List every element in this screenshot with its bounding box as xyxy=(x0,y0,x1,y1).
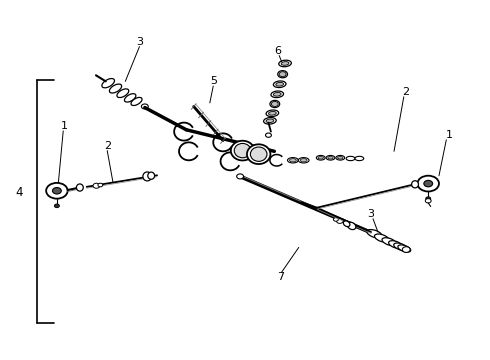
Ellipse shape xyxy=(398,245,411,252)
Circle shape xyxy=(279,72,286,77)
Circle shape xyxy=(424,180,433,187)
Ellipse shape xyxy=(109,84,122,93)
Text: 2: 2 xyxy=(402,87,409,97)
Ellipse shape xyxy=(367,230,382,238)
Text: 1: 1 xyxy=(61,121,68,131)
Circle shape xyxy=(426,197,431,201)
Ellipse shape xyxy=(326,156,335,160)
Ellipse shape xyxy=(269,112,276,115)
Circle shape xyxy=(417,176,439,192)
Ellipse shape xyxy=(143,172,152,181)
Ellipse shape xyxy=(76,184,83,191)
Ellipse shape xyxy=(266,110,279,117)
Circle shape xyxy=(425,199,431,203)
Ellipse shape xyxy=(346,156,355,161)
Text: 3: 3 xyxy=(368,209,374,219)
Circle shape xyxy=(93,183,100,188)
Ellipse shape xyxy=(266,119,274,123)
Ellipse shape xyxy=(281,62,289,65)
Ellipse shape xyxy=(288,158,298,163)
Circle shape xyxy=(266,133,271,137)
Ellipse shape xyxy=(271,91,284,98)
Ellipse shape xyxy=(298,158,309,163)
Text: 5: 5 xyxy=(210,76,217,86)
Circle shape xyxy=(271,102,278,107)
Ellipse shape xyxy=(148,172,155,179)
Ellipse shape xyxy=(412,181,418,188)
Ellipse shape xyxy=(343,221,350,226)
Ellipse shape xyxy=(382,238,396,246)
Ellipse shape xyxy=(131,98,142,105)
Circle shape xyxy=(336,219,343,224)
Ellipse shape xyxy=(270,100,280,108)
Ellipse shape xyxy=(279,60,292,67)
Text: 3: 3 xyxy=(136,37,144,47)
Ellipse shape xyxy=(247,144,270,164)
Ellipse shape xyxy=(234,143,251,158)
Ellipse shape xyxy=(264,118,276,124)
Ellipse shape xyxy=(317,156,325,160)
Ellipse shape xyxy=(318,157,323,159)
Text: 6: 6 xyxy=(275,46,282,56)
Circle shape xyxy=(46,183,68,199)
Ellipse shape xyxy=(124,94,136,102)
Ellipse shape xyxy=(347,222,356,230)
Text: 7: 7 xyxy=(277,272,284,282)
Ellipse shape xyxy=(250,147,267,161)
Ellipse shape xyxy=(300,159,307,162)
Ellipse shape xyxy=(117,89,129,98)
Circle shape xyxy=(142,104,148,109)
Ellipse shape xyxy=(276,82,284,86)
Ellipse shape xyxy=(389,241,402,248)
Circle shape xyxy=(237,174,244,179)
Ellipse shape xyxy=(290,159,296,162)
Text: 1: 1 xyxy=(446,130,453,140)
Ellipse shape xyxy=(355,156,364,161)
Ellipse shape xyxy=(278,71,288,78)
Ellipse shape xyxy=(231,141,254,161)
Circle shape xyxy=(98,183,103,187)
Circle shape xyxy=(52,188,61,194)
Ellipse shape xyxy=(102,78,115,88)
Ellipse shape xyxy=(273,93,281,96)
Text: 4: 4 xyxy=(16,186,23,199)
Text: 2: 2 xyxy=(104,141,111,151)
Circle shape xyxy=(402,247,410,252)
Ellipse shape xyxy=(328,157,333,159)
Ellipse shape xyxy=(336,156,344,160)
Ellipse shape xyxy=(394,243,407,251)
Ellipse shape xyxy=(374,234,389,242)
Circle shape xyxy=(54,204,59,208)
Circle shape xyxy=(333,218,338,221)
Ellipse shape xyxy=(273,81,286,87)
Ellipse shape xyxy=(338,157,343,159)
